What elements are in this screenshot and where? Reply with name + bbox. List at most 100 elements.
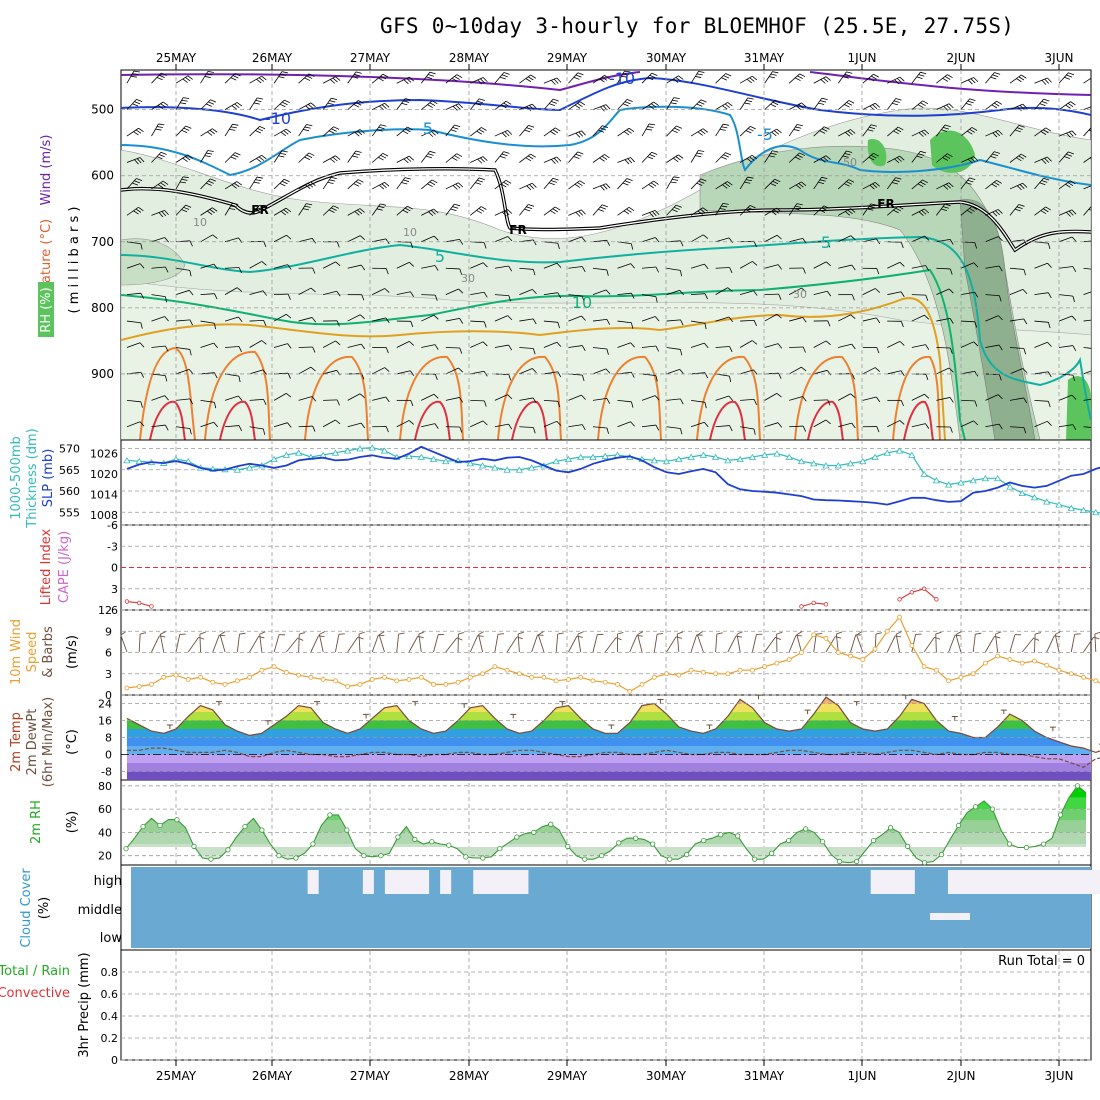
upper-barb-flag [508,295,511,302]
thickness-point [417,453,425,460]
wind-speed-point [884,628,890,634]
upper-barb [1083,106,1091,111]
upper-barb-flag [236,181,242,186]
upper-barb [371,73,389,84]
temp-band [126,697,1091,704]
upper-barb [224,181,242,190]
upper-barb-flag [556,421,562,426]
upper-barb-flag [679,369,684,375]
lifted-index-point [137,600,142,606]
upper-barb [960,156,979,164]
upper-barb-flag [1067,182,1074,187]
upper-barb [568,151,584,163]
upper-barb-flag [600,206,606,210]
surface-barb-staff [568,635,578,653]
upper-barb-flag [798,104,804,109]
upper-barb [568,101,586,110]
surface-barb [286,637,304,653]
upper-barb-flag [943,127,949,130]
surface-barb-flag [935,631,942,635]
upper-barb [421,129,439,137]
upper-barb-staff [1083,319,1091,322]
upper-barb-flag [501,153,508,157]
upper-barb-flag [532,348,536,355]
upper-barb-flag [1016,206,1023,210]
surface-barb [1054,631,1061,653]
upper-barb-flag [476,130,482,135]
upper-barb-flag [410,400,414,407]
upper-barb [175,319,193,326]
upper-barb-staff [862,317,877,322]
upper-barb-staff [887,76,901,84]
surface-barb-flag [796,631,803,636]
upper-barb-flag [1090,106,1091,108]
upper-barb [691,399,707,409]
upper-barb-flag [1044,157,1050,163]
upper-barb [568,130,586,138]
thickness-point [343,447,352,454]
upper-barb-flag [895,128,902,133]
upper-barb-flag [305,105,311,110]
surface-barb-staff [1009,634,1016,653]
upper-barb-flag [826,291,832,297]
upper-barb-flag [722,202,729,205]
upper-barb [298,287,316,295]
upper-barb [666,347,683,356]
upper-barb [543,420,562,428]
thickness-point [527,464,536,471]
wind-speed-point [860,657,866,662]
surface-barb-staff [371,634,379,653]
upper-barb-staff [249,426,264,430]
upper-barb-staff [911,129,925,137]
upper-barb-flag [136,99,143,102]
upper-barb-staff [1009,267,1024,270]
upper-barb [617,292,635,299]
surface-barb [1094,631,1100,653]
wind-speed-point [504,667,510,673]
upper-barb-staff [347,150,357,163]
upper-barb [249,369,267,375]
rh-ytick: 80 [98,780,112,793]
upper-barb-staff [494,236,508,243]
upper-barb [543,98,559,110]
upper-barb [666,368,684,375]
upper-barb-flag [778,293,782,300]
upper-barb [1058,394,1077,401]
upper-barb-staff [519,182,533,190]
upper-barb-staff [225,346,240,348]
upper-barb [985,344,1003,351]
upper-barb-staff [1009,368,1023,375]
upper-barb-staff [715,152,726,163]
wind-axis-titles: 10m Wind Speed & Barbs (m/s) [9,619,80,685]
upper-barb-staff [224,287,238,295]
upper-barb-flag [352,76,359,79]
upper-barb-staff [838,264,852,269]
upper-barb-flag [385,317,390,324]
temp-ylabel-d: (°C) [65,729,80,755]
upper-barb-flag [844,153,851,156]
upper-barb-flag [285,393,292,398]
upper-barb-staff [788,124,798,137]
upper-barb-flag [1065,183,1071,188]
upper-barb-flag [605,368,611,374]
surface-barb-flag [120,631,126,636]
upper-barb [1058,180,1076,190]
upper-barb-flag [651,151,658,155]
precip-ytick: 0.2 [101,1032,119,1045]
upper-barb-flag [581,130,586,136]
bottom-date-label: 27MAY [350,1069,391,1083]
upper-barb-flag [456,74,463,79]
upper-barb-staff [347,179,359,190]
surface-barb-staff [955,634,962,653]
upper-barb-flag [409,341,415,346]
rh-point [259,827,265,833]
upper-barb [519,204,535,216]
temp-contour-minus5 [121,105,1091,186]
upper-barb [617,421,635,428]
thickness-point [503,466,511,473]
upper-barb-flag [1018,124,1025,128]
upper-barb-flag [630,157,635,163]
temp-band [126,763,1091,772]
upper-barb [445,153,463,163]
upper-barb-flag [1071,236,1077,242]
